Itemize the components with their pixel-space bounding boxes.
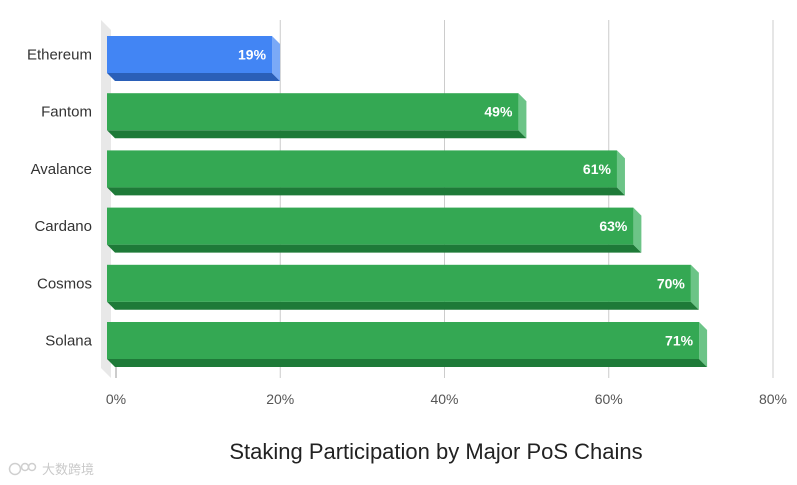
watermark-logo-icon: [8, 462, 37, 475]
category-label: Solana: [45, 333, 92, 350]
data-label: 61%: [583, 161, 612, 177]
bar-ethereum: 19%: [107, 36, 281, 81]
watermark: 大数跨境: [8, 459, 94, 478]
bar-avalance: 61%: [107, 150, 625, 196]
bar-bottom-face: [107, 187, 625, 196]
bar-bottom-face: [107, 359, 708, 367]
bar-front-face: [107, 322, 700, 359]
bar-side-face: [699, 322, 708, 367]
data-label: 19%: [238, 47, 267, 63]
bar-cosmos: 70%: [107, 264, 699, 310]
bar-front-face: [107, 150, 617, 188]
bar-fantom: 49%: [107, 93, 527, 139]
x-tick-label: 60%: [595, 391, 623, 407]
gridlines: [279, 20, 774, 378]
bars: 19% 49% 61% 63% 70% 71%: [107, 36, 708, 367]
x-tick-labels: 0% 20% 40% 60% 80%: [106, 391, 787, 407]
category-label: Ethereum: [27, 47, 92, 64]
x-tick-label: 20%: [266, 391, 294, 407]
x-tick-label: 0%: [106, 391, 126, 407]
bar-side-face: [272, 36, 281, 81]
bar-cardano: 63%: [107, 207, 642, 253]
bar-front-face: [107, 264, 691, 302]
data-label: 71%: [665, 333, 694, 349]
category-label: Fantom: [41, 104, 92, 121]
category-label: Cosmos: [37, 275, 92, 292]
bar-bottom-face: [107, 73, 281, 81]
watermark-text: 大数跨境: [42, 463, 95, 478]
category-labels: Ethereum Fantom Avalance Cardano Cosmos Solan…: [27, 47, 93, 350]
x-tick-label: 80%: [759, 391, 787, 407]
category-label: Cardano: [34, 218, 92, 235]
bar-side-face: [633, 207, 642, 253]
data-label: 70%: [657, 275, 686, 291]
bar-side-face: [616, 150, 625, 196]
category-label: Avalance: [31, 161, 92, 178]
bar-solana: 71%: [107, 322, 708, 367]
data-label: 49%: [484, 104, 513, 120]
chart-title: Staking Participation by Major PoS Chain…: [229, 439, 643, 464]
bar-front-face: [107, 93, 519, 131]
bar-front-face: [107, 207, 634, 245]
bar-bottom-face: [107, 244, 642, 253]
data-label: 63%: [599, 218, 628, 234]
bar-bottom-face: [107, 301, 699, 310]
x-tick-label: 40%: [430, 391, 458, 407]
bar-bottom-face: [107, 130, 527, 139]
bar-front-face: [107, 36, 273, 73]
bar-side-face: [690, 264, 699, 310]
bar-side-face: [518, 93, 527, 139]
